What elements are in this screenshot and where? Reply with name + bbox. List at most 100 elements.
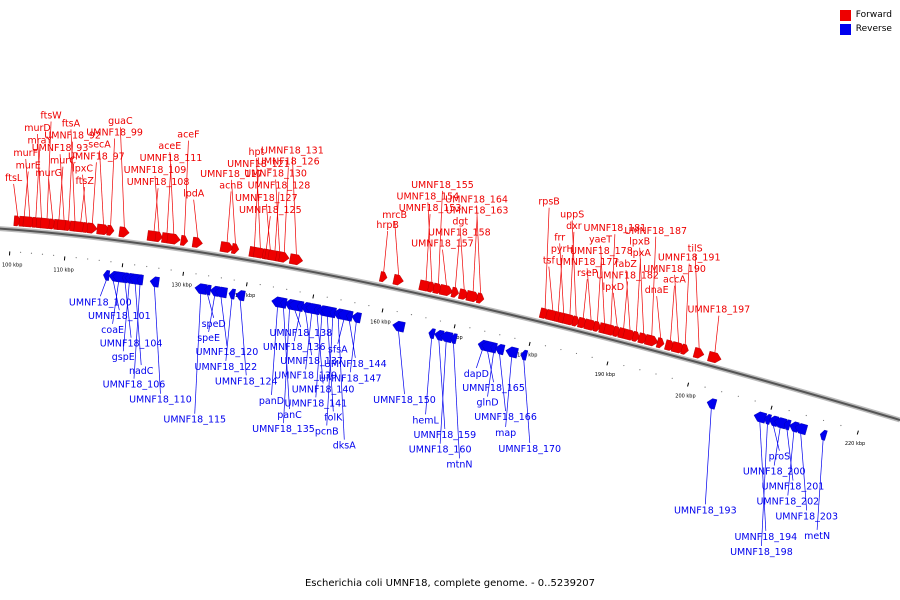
reverse-gene-leader xyxy=(316,314,324,384)
forward-gene-leader xyxy=(597,256,602,322)
minor-tick xyxy=(19,251,22,253)
reverse-gene-label: UMNF18_144 xyxy=(324,359,387,370)
forward-gene-label: UMNF18_117 xyxy=(200,169,263,180)
forward-gene-leader xyxy=(557,254,563,312)
minor-tick xyxy=(639,369,641,371)
forward-gene-arrow xyxy=(106,224,115,236)
forward-gene-label: lpdA xyxy=(183,189,205,200)
forward-gene-label: dgt xyxy=(452,217,468,228)
reverse-gene-leader xyxy=(122,283,130,352)
minor-tick xyxy=(233,279,235,281)
forward-gene-label: UMNF18_130 xyxy=(244,169,307,180)
forward-gene-leader xyxy=(25,158,31,218)
minor-tick xyxy=(208,275,210,277)
reverse-gene-leader xyxy=(786,429,794,481)
scale-tick-label: 110 kbp xyxy=(53,267,73,273)
reverse-gene-leader xyxy=(800,433,808,511)
reverse-gene-leader xyxy=(337,319,345,344)
forward-gene-leader xyxy=(110,138,115,226)
forward-gene-arrow xyxy=(643,334,659,347)
forward-gene-label: UMNF18_125 xyxy=(239,205,302,216)
forward-gene-label: UMNF18_158 xyxy=(428,228,491,239)
scale-tick-label: 180 kbp xyxy=(517,353,537,359)
forward-gene-arrow xyxy=(592,320,602,332)
reverse-gene-leader xyxy=(349,322,357,373)
forward-gene-label: lpxB xyxy=(629,237,650,248)
forward-gene-label: acnB xyxy=(219,180,243,191)
forward-gene-arrow xyxy=(692,347,705,359)
forward-gene-label: murF xyxy=(13,148,38,159)
forward-gene-leader xyxy=(582,279,588,319)
minor-tick xyxy=(220,277,222,279)
scale-tick-label: 100 kbp xyxy=(2,262,22,268)
reverse-gene-arrow xyxy=(520,349,529,361)
forward-gene-leader xyxy=(454,238,460,288)
forward-gene-leader xyxy=(600,245,605,324)
reverse-gene-label: UMNF18_159 xyxy=(414,430,477,441)
reverse-gene-leader xyxy=(487,351,494,383)
reverse-gene-leader xyxy=(133,284,141,379)
reverse-gene-label: UMNF18_160 xyxy=(409,445,472,456)
forward-gene-leader xyxy=(544,207,550,309)
forward-gene-label: UMNF18_131 xyxy=(261,146,324,157)
forward-gene-label: yaeT xyxy=(589,235,612,246)
forward-gene-label: aceE xyxy=(158,141,181,152)
forward-gene-leader xyxy=(427,202,433,283)
minor-tick xyxy=(410,314,413,316)
reverse-color-swatch xyxy=(839,23,851,35)
reverse-gene-label: hemL xyxy=(412,415,439,426)
reverse-gene-leader xyxy=(761,423,768,547)
reverse-gene-arrow xyxy=(490,342,498,354)
scale-tick-label: 200 kbp xyxy=(675,393,695,399)
reverse-gene-label: UMNF18_166 xyxy=(474,412,537,423)
reverse-gene-label: UMNF18_194 xyxy=(734,532,797,543)
reverse-gene-leader xyxy=(99,280,107,297)
minor-tick xyxy=(195,273,197,275)
reverse-gene-label: UMNF18_122 xyxy=(195,362,258,373)
forward-gene-leader xyxy=(265,203,271,250)
reverse-gene-arrow xyxy=(494,343,506,356)
reverse-gene-leader xyxy=(773,427,781,466)
forward-gene-label: lpxA xyxy=(630,248,651,259)
forward-gene-label: UMNF18_97 xyxy=(68,151,125,162)
forward-gene-label: dxr xyxy=(566,221,582,232)
forward-gene-label: tsf xyxy=(543,256,556,267)
reverse-gene-arrow xyxy=(351,312,362,324)
minor-tick xyxy=(704,386,706,388)
minor-tick xyxy=(354,302,356,304)
reverse-gene-leader xyxy=(134,284,142,366)
forward-gene-leader xyxy=(612,292,618,327)
reverse-gene-leader xyxy=(704,408,712,505)
forward-gene-label: tilS xyxy=(688,243,703,254)
forward-gene-leader xyxy=(656,296,662,339)
reverse-gene-label: pcnB xyxy=(315,427,339,438)
reverse-gene-label: glnD xyxy=(477,398,499,409)
forward-gene-leader xyxy=(226,191,232,243)
forward-gene-label: hrpB xyxy=(376,220,398,231)
forward-gene-label: aceF xyxy=(177,130,199,141)
reverse-gene-leader xyxy=(194,293,202,414)
genome-backbone xyxy=(0,226,900,423)
reverse-gene-leader xyxy=(348,320,356,358)
reverse-gene-leader xyxy=(326,317,334,426)
forward-gene-label: murE xyxy=(16,161,41,172)
scale-tick xyxy=(453,324,456,329)
minor-tick xyxy=(170,269,172,271)
reverse-gene-label: coaE xyxy=(101,325,124,336)
forward-gene-label: mraY xyxy=(27,136,52,147)
minor-tick xyxy=(158,267,160,269)
forward-gene-leader xyxy=(256,158,261,249)
legend-forward-label: Forward xyxy=(855,10,892,20)
scale-tick xyxy=(121,263,124,268)
forward-gene-label: lpxD xyxy=(602,282,624,293)
reverse-gene-leader xyxy=(476,349,483,369)
forward-gene-arrow xyxy=(438,284,454,297)
reverse-gene-leader xyxy=(487,352,494,397)
forward-gene-leader xyxy=(636,258,641,332)
reverse-gene-leader xyxy=(438,340,446,430)
forward-gene-label: mrcB xyxy=(382,210,407,221)
reverse-gene-leader xyxy=(283,308,290,410)
forward-gene-label: UMNF18_93 xyxy=(32,143,89,154)
reverse-gene-label: map xyxy=(495,428,516,439)
reverse-gene-arrow xyxy=(706,398,718,410)
